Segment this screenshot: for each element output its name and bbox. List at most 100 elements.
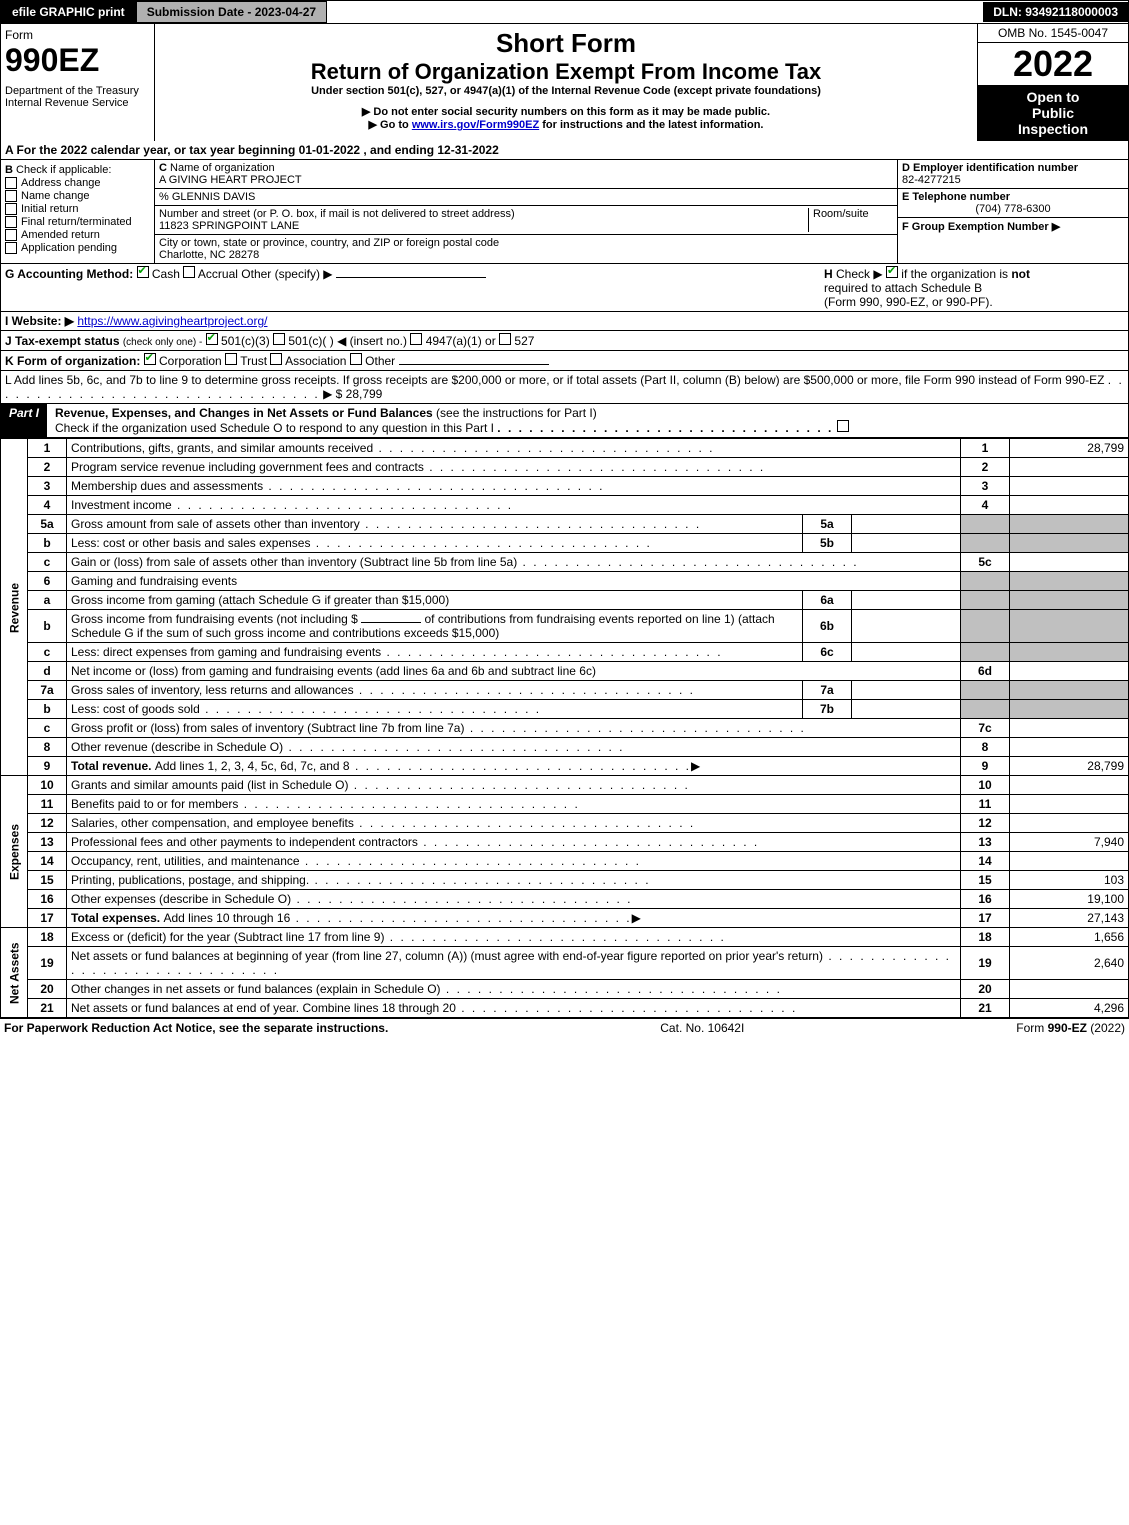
open-to-public: Open to Public Inspection	[978, 85, 1128, 141]
accrual-checkbox[interactable]	[183, 266, 195, 278]
line-10-desc: Grants and similar amounts paid (list in…	[71, 778, 348, 792]
table-row: 2 Program service revenue including gove…	[1, 458, 1129, 477]
open-2: Public	[982, 105, 1124, 121]
revenue-vlabel: Revenue	[1, 439, 28, 776]
l-value: 28,799	[346, 387, 383, 401]
association-checkbox[interactable]	[270, 353, 282, 365]
cash-checkbox[interactable]	[137, 266, 149, 278]
line-4-value	[1010, 496, 1129, 515]
527-checkbox[interactable]	[499, 333, 511, 345]
table-row: 14 Occupancy, rent, utilities, and maint…	[1, 852, 1129, 871]
part1-header: Part I Revenue, Expenses, and Changes in…	[0, 404, 1129, 438]
final-return-label: Final return/terminated	[21, 216, 132, 228]
line-9-value: 28,799	[1010, 757, 1129, 776]
j-label: J Tax-exempt status	[5, 334, 120, 348]
line-6b-desc1: Gross income from fundraising events (no…	[71, 612, 358, 626]
section-c: C Name of organization A GIVING HEART PR…	[155, 160, 897, 263]
table-row: 5a Gross amount from sale of assets othe…	[1, 515, 1129, 534]
schedule-b-checkbox[interactable]	[886, 266, 898, 278]
h-label: H	[824, 267, 833, 281]
org-name-label: Name of organization	[170, 162, 275, 174]
section-def: D Employer identification number 82-4277…	[897, 160, 1128, 263]
table-row: c Gross profit or (loss) from sales of i…	[1, 719, 1129, 738]
address-change-checkbox[interactable]	[5, 177, 17, 189]
footer-left: For Paperwork Reduction Act Notice, see …	[4, 1021, 388, 1035]
table-row: b Less: cost of goods sold 7b	[1, 700, 1129, 719]
efile-button[interactable]: efile GRAPHIC print	[1, 1, 136, 23]
line-13-desc: Professional fees and other payments to …	[71, 835, 418, 849]
table-row: c Gain or (loss) from sale of assets oth…	[1, 553, 1129, 572]
irs-link[interactable]: www.irs.gov/Form990EZ	[412, 119, 539, 131]
table-row: c Less: direct expenses from gaming and …	[1, 643, 1129, 662]
other-org-checkbox[interactable]	[350, 353, 362, 365]
initial-return-label: Initial return	[21, 203, 78, 215]
line-6d-value	[1010, 662, 1129, 681]
line-15-desc: Printing, publications, postage, and shi…	[71, 873, 309, 887]
line-1-desc: Contributions, gifts, grants, and simila…	[71, 441, 373, 455]
dept-label-1: Department of the Treasury	[5, 85, 150, 97]
website-link[interactable]: https://www.agivingheartproject.org/	[77, 314, 267, 328]
table-row: 8 Other revenue (describe in Schedule O)…	[1, 738, 1129, 757]
line-3-desc: Membership dues and assessments	[71, 479, 263, 493]
part1-title: Revenue, Expenses, and Changes in Net As…	[55, 406, 433, 420]
part1-check: Check if the organization used Schedule …	[55, 421, 494, 435]
section-b: B Check if applicable: Address change Na…	[1, 160, 155, 263]
b-label: B	[5, 164, 13, 176]
amended-return-checkbox[interactable]	[5, 229, 17, 241]
line-17-desc2: Add lines 10 through 16	[163, 911, 290, 925]
info-grid: B Check if applicable: Address change Na…	[0, 160, 1129, 264]
line-7c-value	[1010, 719, 1129, 738]
line-8-value	[1010, 738, 1129, 757]
goto-suffix: for instructions and the latest informat…	[539, 119, 763, 131]
final-return-checkbox[interactable]	[5, 216, 17, 228]
org-name: A GIVING HEART PROJECT	[159, 174, 302, 186]
4947a1-label: 4947(a)(1) or	[426, 334, 496, 348]
line-18-desc: Excess or (deficit) for the year (Subtra…	[71, 930, 384, 944]
501c-checkbox[interactable]	[273, 333, 285, 345]
4947a1-checkbox[interactable]	[410, 333, 422, 345]
527-label: 527	[514, 334, 534, 348]
line-4-desc: Investment income	[71, 498, 172, 512]
ein-label: D Employer identification number	[902, 162, 1078, 174]
line-21-value: 4,296	[1010, 999, 1129, 1018]
goto-prefix: ▶ Go to	[369, 119, 412, 131]
line-6a-desc: Gross income from gaming (attach Schedul…	[71, 593, 449, 607]
name-change-checkbox[interactable]	[5, 190, 17, 202]
line-7b-desc: Less: cost of goods sold	[71, 702, 200, 716]
h-not: not	[1011, 267, 1030, 281]
table-row: 20 Other changes in net assets or fund b…	[1, 980, 1129, 999]
trust-checkbox[interactable]	[225, 353, 237, 365]
footer-right: Form 990-EZ (2022)	[1016, 1021, 1125, 1035]
other-org-label: Other	[365, 354, 395, 368]
part1-schedule-o-checkbox[interactable]	[837, 420, 849, 432]
line-9-desc2: Add lines 1, 2, 3, 4, 5c, 6d, 7c, and 8	[155, 759, 350, 773]
line-10-value	[1010, 776, 1129, 795]
h-check: Check ▶	[836, 267, 883, 281]
open-3: Inspection	[982, 121, 1124, 137]
line-19-desc: Net assets or fund balances at beginning…	[71, 949, 823, 963]
h-text4: (Form 990, 990-EZ, or 990-PF).	[824, 295, 993, 309]
form-header: Form 990EZ Department of the Treasury In…	[0, 24, 1129, 141]
table-row: d Net income or (loss) from gaming and f…	[1, 662, 1129, 681]
table-row: 9 Total revenue. Add lines 1, 2, 3, 4, 5…	[1, 757, 1129, 776]
line-6-desc: Gaming and fundraising events	[67, 572, 961, 591]
cash-label: Cash	[152, 267, 180, 281]
501c3-checkbox[interactable]	[206, 333, 218, 345]
line-l: L Add lines 5b, 6c, and 7b to line 9 to …	[0, 371, 1129, 404]
line-5a-desc: Gross amount from sale of assets other t…	[71, 517, 360, 531]
initial-return-checkbox[interactable]	[5, 203, 17, 215]
i-label: I Website: ▶	[5, 314, 74, 328]
line-2-value	[1010, 458, 1129, 477]
submission-date: Submission Date - 2023-04-27	[136, 1, 327, 23]
line-a: A For the 2022 calendar year, or tax yea…	[0, 141, 1129, 160]
return-title: Return of Organization Exempt From Incom…	[159, 59, 973, 85]
other-specify-label: Other (specify) ▶	[241, 267, 332, 281]
table-row: Expenses 10 Grants and similar amounts p…	[1, 776, 1129, 795]
table-row: 15 Printing, publications, postage, and …	[1, 871, 1129, 890]
table-row: 21 Net assets or fund balances at end of…	[1, 999, 1129, 1018]
application-pending-checkbox[interactable]	[5, 242, 17, 254]
open-1: Open to	[982, 89, 1124, 105]
netassets-vlabel: Net Assets	[1, 928, 28, 1018]
corporation-checkbox[interactable]	[144, 353, 156, 365]
table-row: 7a Gross sales of inventory, less return…	[1, 681, 1129, 700]
